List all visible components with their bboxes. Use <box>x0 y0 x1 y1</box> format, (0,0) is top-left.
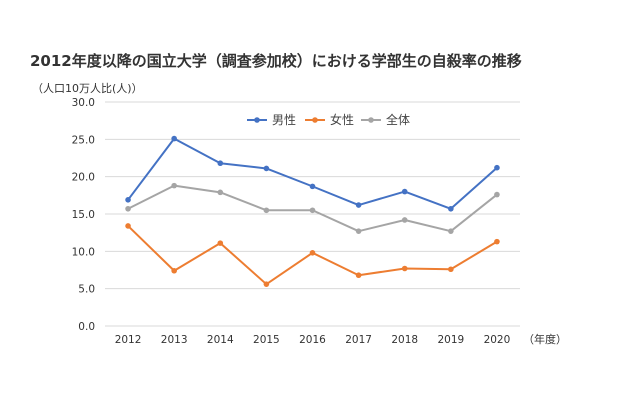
x-axis-ticks: 2012 2013 2014 2015 2016 2017 2018 2019 2020 <box>115 334 511 346</box>
legend-label: 女性 <box>330 112 354 127</box>
legend-marker <box>254 117 260 123</box>
data-point <box>401 188 408 195</box>
y-tick-label: 20.0 <box>72 172 95 184</box>
data-point <box>263 165 270 172</box>
data-point <box>171 182 177 189</box>
y-tick-label: 0.0 <box>78 321 95 333</box>
x-tick-label: 2013 <box>161 334 188 346</box>
data-point <box>448 205 454 212</box>
chart-title: 2012年度以降の国立大学（調査参加校）における学部生の自殺率の推移 <box>30 52 522 70</box>
data-point <box>217 240 224 246</box>
legend-label: 全体 <box>386 112 410 127</box>
data-point <box>355 228 362 234</box>
series-group <box>125 223 500 287</box>
series-group <box>125 182 500 234</box>
x-tick-label: 2014 <box>207 334 234 346</box>
y-tick-label: 15.0 <box>72 209 95 221</box>
y-tick-label: 25.0 <box>72 134 95 146</box>
data-point <box>494 191 500 198</box>
data-point <box>171 267 177 274</box>
data-point <box>448 266 454 273</box>
data-point <box>217 160 224 167</box>
data-point <box>309 250 316 256</box>
data-point <box>355 202 362 208</box>
legend-marker <box>312 117 318 123</box>
x-tick-label: 2020 <box>484 334 511 346</box>
data-point <box>125 205 131 212</box>
data-point <box>494 164 500 171</box>
x-tick-label: 2019 <box>437 334 464 346</box>
x-axis-unit-label: （年度） <box>523 332 567 346</box>
legend-marker <box>368 117 374 123</box>
data-point <box>309 183 316 190</box>
data-point <box>401 217 408 223</box>
data-point <box>401 265 408 272</box>
x-tick-label: 2016 <box>299 334 326 346</box>
y-tick-label: 5.0 <box>78 284 95 296</box>
x-tick-label: 2015 <box>253 334 280 346</box>
legend: 男性 女性 全体 <box>247 112 410 127</box>
data-point <box>448 228 454 234</box>
legend-label: 男性 <box>272 113 296 127</box>
data-point <box>125 197 131 203</box>
data-point <box>263 207 270 214</box>
y-tick-label: 10.0 <box>72 246 95 258</box>
data-point <box>125 223 131 229</box>
data-point <box>217 189 224 196</box>
data-point <box>263 281 270 287</box>
x-tick-label: 2017 <box>345 334 372 346</box>
series-group <box>125 135 500 212</box>
data-point <box>309 207 316 214</box>
grid-lines <box>105 101 520 327</box>
series-lines <box>125 135 500 287</box>
y-axis-unit-label: （人口10万人比(人)） <box>32 82 143 95</box>
data-point <box>355 272 362 279</box>
x-tick-label: 2012 <box>115 334 142 346</box>
y-axis-ticks: 0.0 5.0 10.0 15.0 20.0 25.0 30.0 <box>72 97 95 333</box>
data-point <box>494 238 500 245</box>
data-point <box>171 135 177 142</box>
y-tick-label: 30.0 <box>72 97 95 109</box>
series-line <box>127 137 498 210</box>
x-tick-label: 2018 <box>391 334 418 346</box>
